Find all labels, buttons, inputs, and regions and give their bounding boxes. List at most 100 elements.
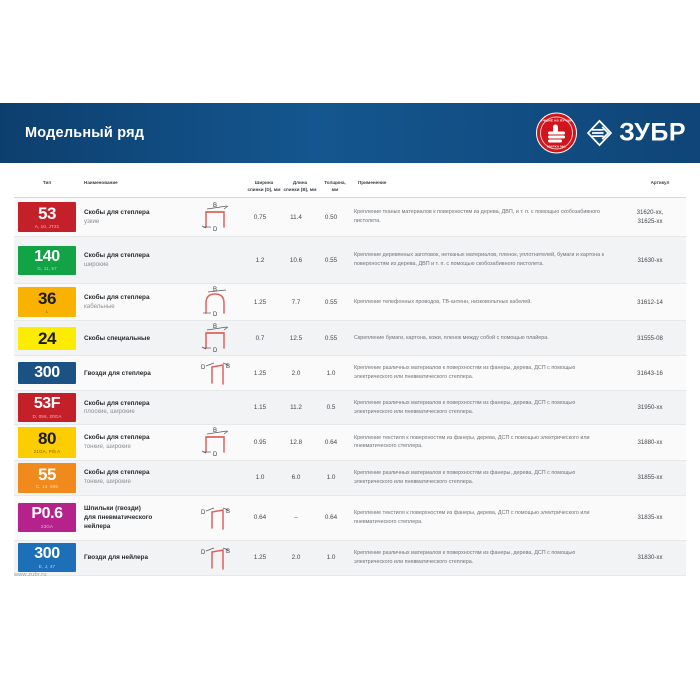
- width-cell: 0.64: [253, 514, 267, 522]
- staple-shape-icon: B D: [201, 428, 229, 458]
- product-name-cell: Скобы для степлера широкие: [80, 237, 190, 283]
- badge-number: 140: [34, 247, 60, 265]
- article-line: 31835-xx: [637, 514, 663, 522]
- badge-subtitle: A, 10, JT21: [34, 223, 60, 229]
- product-subtitle: кабельные: [84, 302, 115, 310]
- product-name-cell: Скобы для степлера тонкие, широкие: [80, 425, 190, 459]
- badge-subtitle: 21GA, Prb A: [33, 448, 61, 454]
- table-row[interactable]: 55 C, 14, 606 Скобы для степлера тонкие, …: [14, 460, 686, 496]
- type-badge-cell[interactable]: 24: [14, 321, 80, 355]
- badge-subtitle: L: [45, 308, 49, 314]
- col-header-width: Ширина спинки (D), мм: [246, 176, 282, 193]
- svg-text:B: B: [213, 287, 217, 293]
- article-cell: 31855-xx: [614, 461, 686, 495]
- status-badge[interactable]: 300 E, J, 47: [18, 543, 76, 573]
- col-header-length: Длина спинки (B), мм: [282, 176, 318, 193]
- application-cell: Крепление различных материалов к поверхн…: [354, 549, 576, 565]
- table-row[interactable]: 300 E, J, 47 Гвозди для нейлера D B 1.25…: [14, 540, 686, 576]
- type-badge-cell[interactable]: 300: [14, 356, 80, 390]
- status-badge[interactable]: 53F D, 056, 20GA: [18, 393, 76, 423]
- article-line: 31880-xx: [637, 438, 663, 446]
- application-cell: Крепление различных материалов к поверхн…: [354, 365, 576, 381]
- length-cell: 7.7: [291, 298, 301, 306]
- article-line: 31630-xx: [637, 256, 663, 264]
- length-cell: –: [294, 514, 298, 522]
- type-badge-cell[interactable]: 36 L: [14, 284, 80, 320]
- thickness-cell: 0.64: [324, 514, 338, 522]
- length-cell: 2.0: [291, 369, 301, 377]
- table-row[interactable]: 140 G, 11, 57 Скобы для степлера широкие …: [14, 237, 686, 285]
- diagram-cell: [190, 237, 242, 283]
- article-cell: 31630-xx: [614, 237, 686, 283]
- type-badge-cell[interactable]: 300 E, J, 47: [14, 541, 80, 575]
- table-row[interactable]: 80 21GA, Prb A Скобы для степлера тонкие,…: [14, 425, 686, 461]
- product-name: Скобы для степлера: [84, 294, 150, 302]
- type-badge-cell[interactable]: P0.6 23GA: [14, 496, 80, 540]
- product-subtitle: тонкие, широкие: [84, 477, 131, 485]
- table-header-row: Тип Наименование Ширина спинки (D), мм Д…: [14, 176, 686, 199]
- article-line: 31643-16: [637, 369, 663, 377]
- badge-number: 55: [37, 464, 57, 484]
- badge-number: 36: [37, 289, 57, 309]
- badge-subtitle: D, 056, 20GA: [32, 413, 62, 419]
- badge-subtitle: G, 11, 57: [37, 266, 57, 272]
- thickness-cell: 0.64: [324, 438, 338, 446]
- width-cell: 1.25: [253, 369, 267, 377]
- type-badge-cell[interactable]: 140 G, 11, 57: [14, 237, 80, 283]
- nail-shape-icon: D B: [201, 547, 230, 570]
- table-body: 53 A, 10, JT21 Скобы для степлера узкие B…: [14, 198, 686, 576]
- table-row[interactable]: 53F D, 056, 20GA Скобы для степлера плоск…: [14, 391, 686, 426]
- status-badge[interactable]: 36 L: [18, 287, 76, 318]
- product-name: Скобы для степлера: [84, 252, 150, 260]
- thickness-cell: 0.55: [324, 334, 338, 342]
- table-row[interactable]: P0.6 23GA Шпильки (гвозди) для пневматич…: [14, 495, 686, 541]
- type-badge-cell[interactable]: 53 A, 10, JT21: [14, 198, 80, 236]
- width-cell: 0.7: [255, 334, 265, 342]
- table-row[interactable]: 300 Гвозди для степлера D B 1.25 2.0 1.0…: [14, 356, 686, 392]
- diagram-cell: B D: [190, 198, 242, 236]
- badge-subtitle: C, 14, 606: [35, 484, 59, 489]
- svg-text:B: B: [213, 428, 217, 434]
- status-badge[interactable]: 24: [18, 326, 76, 350]
- badge-number: 300: [34, 545, 60, 563]
- length-cell: 12.5: [289, 334, 303, 342]
- status-badge[interactable]: 80 21GA, Prb A: [18, 427, 76, 458]
- status-badge[interactable]: 300: [18, 362, 76, 385]
- footer-site: www.zubr.ru: [14, 572, 47, 578]
- diagram-cell: D B: [190, 496, 242, 540]
- brand-lockup: ЛУЧШИЕ ИЗ ЛУЧШИХ МАРКА №1 ЗУБР: [536, 112, 686, 154]
- status-badge[interactable]: 140 G, 11, 57: [18, 245, 76, 275]
- staple-shape-icon: B D: [201, 203, 229, 233]
- article-line: 31620-xx,: [636, 209, 664, 217]
- seal-top-text: ЛУЧШИЕ ИЗ ЛУЧШИХ: [538, 118, 575, 122]
- product-name-cell: Гвозди для степлера: [80, 356, 190, 390]
- type-badge-cell[interactable]: 80 21GA, Prb A: [14, 425, 80, 459]
- status-badge[interactable]: 55 C, 14, 606: [18, 462, 76, 493]
- svg-text:D: D: [201, 365, 206, 371]
- badge-number: 300: [34, 364, 60, 382]
- diagram-cell: B D: [190, 321, 242, 355]
- table-row[interactable]: 53 A, 10, JT21 Скобы для степлера узкие B…: [14, 198, 686, 238]
- article-cell: 31620-xx, 31625-xx: [614, 198, 686, 236]
- badge-subtitle: E, J, 47: [38, 563, 56, 569]
- svg-text:B: B: [213, 203, 217, 209]
- type-badge-cell[interactable]: 55 C, 14, 606: [14, 461, 80, 495]
- thickness-cell: 0.50: [324, 213, 338, 221]
- type-badge-cell[interactable]: 53F D, 056, 20GA: [14, 391, 80, 424]
- thickness-cell: 0.55: [324, 256, 338, 264]
- width-cell: 1.25: [253, 298, 267, 306]
- col-header-thickness: Толщина, мм: [318, 176, 352, 193]
- nail-shape-icon: D B: [201, 362, 230, 386]
- status-badge[interactable]: P0.6 23GA: [18, 503, 76, 533]
- article-line: 31950-xx: [637, 404, 663, 412]
- article-cell: 31555-08: [614, 321, 686, 355]
- width-cell: 1.0: [255, 474, 265, 482]
- table-row[interactable]: 36 L Скобы для степлера кабельные B D 1.2…: [14, 284, 686, 322]
- product-name: Гвозди для нейлера: [84, 553, 149, 561]
- col-header-application: Применение: [358, 180, 387, 185]
- product-subtitle: плоские, широкие: [84, 408, 135, 416]
- table-row[interactable]: 24 Скобы специальные B D 0.7 12.5 0.55 С…: [14, 321, 686, 357]
- application-cell: Крепление текстиля к поверхностям из фан…: [354, 509, 590, 525]
- status-badge[interactable]: 53 A, 10, JT21: [18, 202, 76, 233]
- application-cell: Крепление телефонных проводов, ТВ-антенн…: [354, 298, 532, 305]
